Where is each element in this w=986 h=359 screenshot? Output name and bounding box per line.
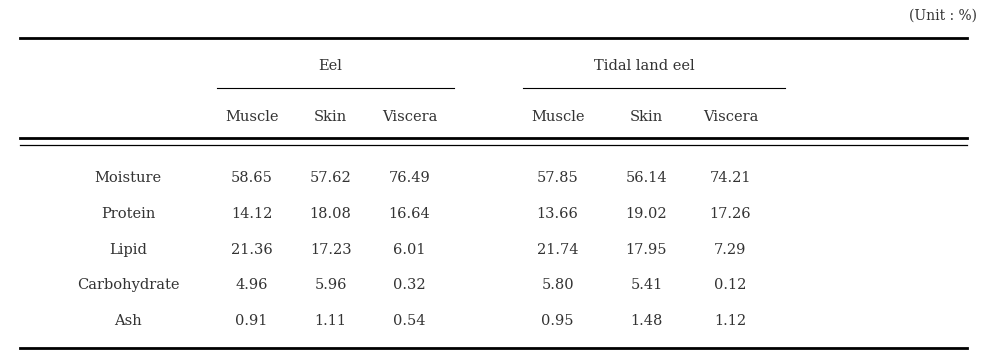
Text: 0.91: 0.91 xyxy=(236,314,267,328)
Text: 57.62: 57.62 xyxy=(310,171,351,185)
Text: 17.95: 17.95 xyxy=(625,243,667,256)
Text: 76.49: 76.49 xyxy=(388,171,430,185)
Text: 17.23: 17.23 xyxy=(310,243,351,256)
Text: 21.74: 21.74 xyxy=(536,243,578,256)
Text: Muscle: Muscle xyxy=(225,110,278,123)
Text: 13.66: 13.66 xyxy=(536,207,578,220)
Text: 7.29: 7.29 xyxy=(714,243,745,256)
Text: Moisture: Moisture xyxy=(95,171,162,185)
Text: 4.96: 4.96 xyxy=(236,279,267,292)
Text: 0.95: 0.95 xyxy=(541,314,573,328)
Text: Tidal land eel: Tidal land eel xyxy=(594,60,693,73)
Text: 56.14: 56.14 xyxy=(625,171,667,185)
Text: Viscera: Viscera xyxy=(702,110,757,123)
Text: 1.12: 1.12 xyxy=(714,314,745,328)
Text: 5.96: 5.96 xyxy=(315,279,346,292)
Text: Lipid: Lipid xyxy=(109,243,147,256)
Text: 1.48: 1.48 xyxy=(630,314,662,328)
Text: (Unit : %): (Unit : %) xyxy=(908,9,976,23)
Text: 1.11: 1.11 xyxy=(315,314,346,328)
Text: Ash: Ash xyxy=(114,314,142,328)
Text: 5.41: 5.41 xyxy=(630,279,662,292)
Text: 57.85: 57.85 xyxy=(536,171,578,185)
Text: 17.26: 17.26 xyxy=(709,207,750,220)
Text: 21.36: 21.36 xyxy=(231,243,272,256)
Text: 0.54: 0.54 xyxy=(393,314,425,328)
Text: Carbohydrate: Carbohydrate xyxy=(77,279,179,292)
Text: 18.08: 18.08 xyxy=(310,207,351,220)
Text: 16.64: 16.64 xyxy=(388,207,430,220)
Text: Viscera: Viscera xyxy=(382,110,437,123)
Text: Muscle: Muscle xyxy=(530,110,584,123)
Text: 6.01: 6.01 xyxy=(393,243,425,256)
Text: Skin: Skin xyxy=(314,110,347,123)
Text: 0.32: 0.32 xyxy=(392,279,426,292)
Text: 0.12: 0.12 xyxy=(714,279,745,292)
Text: 74.21: 74.21 xyxy=(709,171,750,185)
Text: 14.12: 14.12 xyxy=(231,207,272,220)
Text: Skin: Skin xyxy=(629,110,663,123)
Text: 19.02: 19.02 xyxy=(625,207,667,220)
Text: Eel: Eel xyxy=(318,60,342,73)
Text: 58.65: 58.65 xyxy=(231,171,272,185)
Text: 5.80: 5.80 xyxy=(540,279,574,292)
Text: Protein: Protein xyxy=(101,207,156,220)
